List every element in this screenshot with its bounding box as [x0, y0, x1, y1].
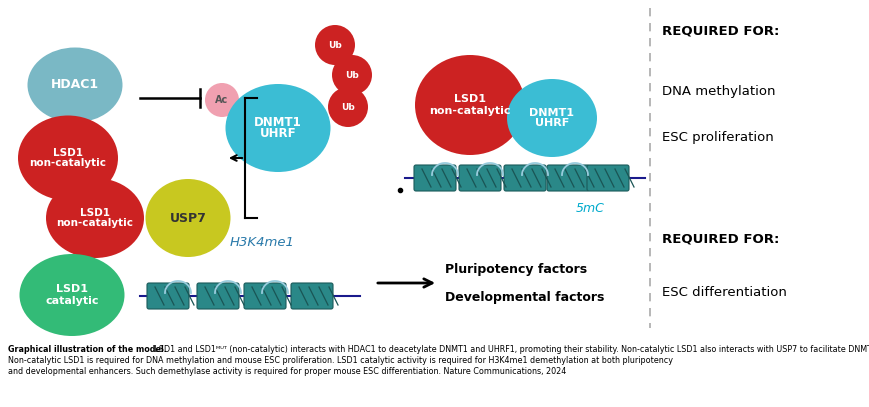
FancyBboxPatch shape	[414, 165, 455, 191]
Text: Ac: Ac	[216, 95, 229, 105]
FancyBboxPatch shape	[547, 165, 588, 191]
Ellipse shape	[225, 84, 330, 172]
FancyBboxPatch shape	[147, 283, 189, 309]
Text: and developmental enhancers. Such demethylase activity is required for proper mo: and developmental enhancers. Such demeth…	[8, 367, 566, 376]
Text: ESC differentiation: ESC differentiation	[661, 287, 786, 300]
Circle shape	[315, 25, 355, 65]
Text: Developmental factors: Developmental factors	[444, 291, 604, 304]
Ellipse shape	[28, 48, 123, 123]
Text: LSD1 and LSD1ᴹᵁᵀ (non-catalytic) interacts with HDAC1 to deacetylate DNMT1 and U: LSD1 and LSD1ᴹᵁᵀ (non-catalytic) interac…	[152, 345, 869, 354]
Text: REQUIRED FOR:: REQUIRED FOR:	[661, 232, 779, 245]
Text: DNMT1: DNMT1	[529, 107, 574, 118]
FancyBboxPatch shape	[243, 283, 286, 309]
Text: catalytic: catalytic	[45, 295, 99, 306]
Ellipse shape	[18, 116, 118, 201]
FancyBboxPatch shape	[459, 165, 501, 191]
Text: DNA methylation: DNA methylation	[661, 85, 774, 98]
FancyBboxPatch shape	[587, 165, 628, 191]
Text: Ub: Ub	[345, 70, 359, 79]
Text: non-catalytic: non-catalytic	[428, 105, 510, 116]
Text: LSD1: LSD1	[454, 94, 486, 105]
Text: non-catalytic: non-catalytic	[30, 158, 106, 168]
Ellipse shape	[46, 178, 144, 258]
Text: non-catalytic: non-catalytic	[56, 219, 133, 228]
Text: UHRF: UHRF	[259, 127, 296, 140]
Text: LSD1: LSD1	[53, 147, 83, 158]
Ellipse shape	[507, 79, 596, 157]
Text: DNMT1: DNMT1	[254, 116, 302, 129]
Ellipse shape	[19, 254, 124, 336]
Text: REQUIRED FOR:: REQUIRED FOR:	[661, 25, 779, 38]
Text: Ub: Ub	[328, 41, 342, 50]
Text: Pluripotency factors: Pluripotency factors	[444, 263, 587, 276]
Ellipse shape	[415, 55, 524, 155]
Text: HDAC1: HDAC1	[51, 79, 99, 92]
Text: Ub: Ub	[341, 103, 355, 112]
Circle shape	[205, 83, 239, 117]
Text: H3K4me1: H3K4me1	[229, 236, 294, 249]
FancyBboxPatch shape	[290, 283, 333, 309]
Text: USP7: USP7	[169, 212, 206, 225]
Text: Graphical illustration of the model.: Graphical illustration of the model.	[8, 345, 167, 354]
Text: Non-catalytic LSD1 is required for DNA methylation and mouse ESC proliferation. : Non-catalytic LSD1 is required for DNA m…	[8, 356, 673, 365]
Text: ESC proliferation: ESC proliferation	[661, 131, 773, 144]
Ellipse shape	[145, 179, 230, 257]
Text: UHRF: UHRF	[534, 118, 568, 129]
Text: LSD1: LSD1	[56, 284, 88, 295]
FancyBboxPatch shape	[503, 165, 546, 191]
Circle shape	[328, 87, 368, 127]
FancyBboxPatch shape	[196, 283, 239, 309]
Text: 5mC: 5mC	[575, 202, 604, 215]
Text: LSD1: LSD1	[80, 208, 109, 217]
Circle shape	[332, 55, 372, 95]
